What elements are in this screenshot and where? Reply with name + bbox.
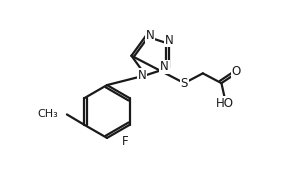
Text: CH₃: CH₃	[37, 109, 58, 119]
Text: N: N	[160, 60, 169, 73]
Text: N: N	[165, 34, 174, 47]
Text: O: O	[231, 64, 241, 77]
Text: HO: HO	[216, 97, 234, 110]
Text: S: S	[181, 77, 188, 90]
Text: N: N	[146, 29, 154, 42]
Text: N: N	[138, 69, 146, 82]
Text: F: F	[122, 135, 129, 148]
